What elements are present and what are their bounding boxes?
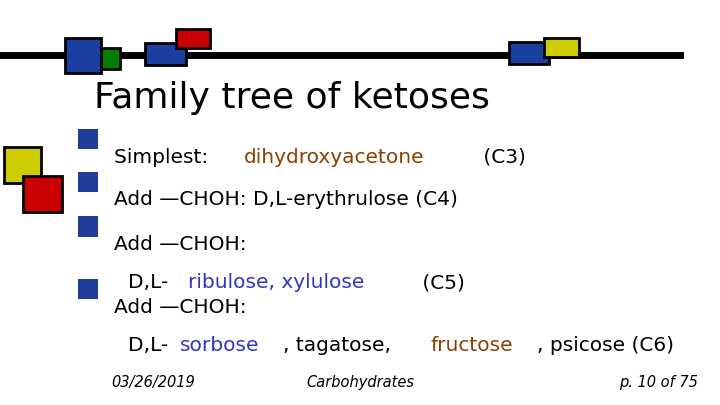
Text: , tagatose,: , tagatose, [283, 336, 397, 355]
Text: D,L-: D,L- [128, 336, 168, 355]
Text: dihydroxyacetone: dihydroxyacetone [243, 148, 424, 167]
Text: Simplest:: Simplest: [114, 148, 215, 167]
Bar [145, 43, 186, 65]
Bar [4, 147, 41, 183]
Text: sorbose: sorbose [180, 336, 260, 355]
Bar [78, 129, 98, 149]
Bar [78, 279, 98, 299]
Text: ribulose, xylulose: ribulose, xylulose [189, 273, 365, 292]
Text: Carbohydrates: Carbohydrates [306, 375, 414, 390]
Text: 03/26/2019: 03/26/2019 [112, 375, 195, 390]
Text: fructose: fructose [431, 336, 513, 355]
Bar [176, 29, 210, 48]
Text: Add —CHOH:: Add —CHOH: [114, 298, 246, 317]
Bar [78, 172, 98, 192]
Bar [65, 38, 101, 73]
Bar [509, 42, 549, 64]
Text: Family tree of ketoses: Family tree of ketoses [94, 81, 490, 115]
Text: (C3): (C3) [477, 148, 526, 167]
Text: p. 10 of 75: p. 10 of 75 [619, 375, 698, 390]
Text: D,L-: D,L- [128, 273, 175, 292]
Bar [78, 216, 98, 237]
Text: Add —CHOH: D,L-erythrulose (C4): Add —CHOH: D,L-erythrulose (C4) [114, 190, 458, 209]
Bar [544, 38, 579, 57]
Text: , psicose (C6): , psicose (C6) [537, 336, 674, 355]
Bar [82, 48, 120, 69]
Text: Add —CHOH:: Add —CHOH: [114, 235, 246, 254]
Bar [23, 176, 62, 212]
Text: (C5): (C5) [416, 273, 465, 292]
